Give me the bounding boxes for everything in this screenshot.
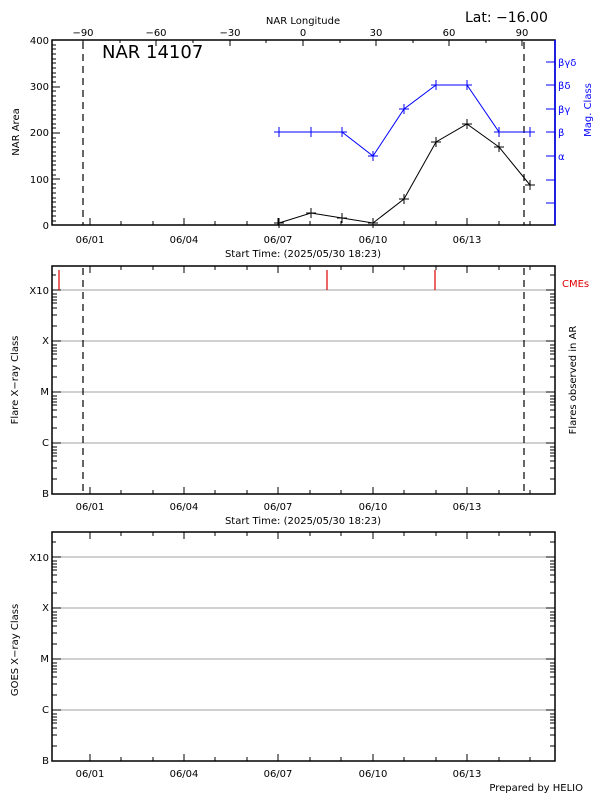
- flare-ylabel: Flare X−ray Class: [10, 336, 21, 425]
- area-ytick: 200: [30, 128, 49, 139]
- date-tick: 06/01: [76, 502, 105, 513]
- prepared-by-credit: Prepared by HELIO: [489, 783, 583, 794]
- mag-tick: βγ: [558, 105, 570, 116]
- date-tick: 06/04: [170, 502, 199, 513]
- date-tick: 06/04: [170, 769, 199, 780]
- start-time-label: Start Time: (2025/05/30 18:23): [225, 249, 381, 260]
- panel-flares: B C M X X10 Flare X−ray Class Flares obs…: [10, 265, 589, 527]
- flare-ytick: X10: [29, 286, 49, 297]
- mag-class-ylabel: Mag. Class: [583, 83, 594, 137]
- flare-ytick: B: [42, 489, 49, 500]
- lon-tick: −60: [145, 28, 166, 39]
- date-tick: 06/10: [359, 769, 388, 780]
- cme-markers: [58, 270, 436, 290]
- goes-ytick: B: [42, 756, 49, 767]
- lon-tick: 60: [443, 28, 456, 39]
- area-ytick: 300: [30, 82, 49, 93]
- cme-legend-label: CMEs: [562, 279, 589, 290]
- top-axis-title: NAR Longitude: [266, 16, 340, 27]
- lon-tick: −90: [72, 28, 93, 39]
- goes-ytick: M: [40, 654, 49, 665]
- goes-ytick: C: [42, 705, 49, 716]
- nar-area-markers: [274, 119, 535, 228]
- area-ytick: 0: [43, 221, 49, 232]
- date-tick: 06/04: [170, 235, 199, 246]
- goes-ytick: X: [42, 603, 49, 614]
- mag-tick: β: [558, 128, 564, 139]
- panel-nar-area: −90 −60 −30 0 30 60 90 0 100 200 300 400…: [11, 28, 594, 260]
- lon-tick: 90: [516, 28, 529, 39]
- mag-tick: α: [558, 152, 565, 163]
- goes-ylabel: GOES X−ray Class: [10, 604, 21, 696]
- date-tick: 06/10: [359, 235, 388, 246]
- date-tick: 06/07: [264, 502, 293, 513]
- panel-goes: B C M X X10 GOES X−ray Class 06/01 06/04…: [10, 531, 556, 780]
- date-tick: 06/01: [76, 235, 105, 246]
- date-tick: 06/01: [76, 769, 105, 780]
- start-time-label: Start Time: (2025/05/30 18:23): [225, 516, 381, 527]
- mag-class-markers: [274, 80, 535, 161]
- date-tick: 06/13: [453, 235, 482, 246]
- mag-class-line: [279, 84, 530, 157]
- goes-ytick: X10: [29, 553, 49, 564]
- flare-ytick: M: [40, 387, 49, 398]
- date-tick: 06/10: [359, 502, 388, 513]
- lon-tick: 0: [300, 28, 306, 39]
- mag-tick: βγδ: [558, 58, 576, 69]
- flares-observed-label: Flares observed in AR: [568, 326, 579, 435]
- region-title: NAR 14107: [102, 42, 203, 63]
- area-ytick: 100: [30, 175, 49, 186]
- lon-tick: −30: [219, 28, 240, 39]
- flare-ytick: C: [42, 438, 49, 449]
- lon-tick: 30: [370, 28, 383, 39]
- flare-ytick: X: [42, 336, 49, 347]
- date-tick: 06/07: [264, 235, 293, 246]
- nar-area-line: [278, 123, 531, 224]
- latitude-label: Lat: −16.00: [465, 10, 548, 26]
- date-tick: 06/13: [453, 502, 482, 513]
- date-tick: 06/13: [453, 769, 482, 780]
- area-ylabel: NAR Area: [11, 108, 22, 155]
- area-ytick: 400: [30, 36, 49, 47]
- mag-tick: βδ: [558, 81, 571, 92]
- date-tick: 06/07: [264, 769, 293, 780]
